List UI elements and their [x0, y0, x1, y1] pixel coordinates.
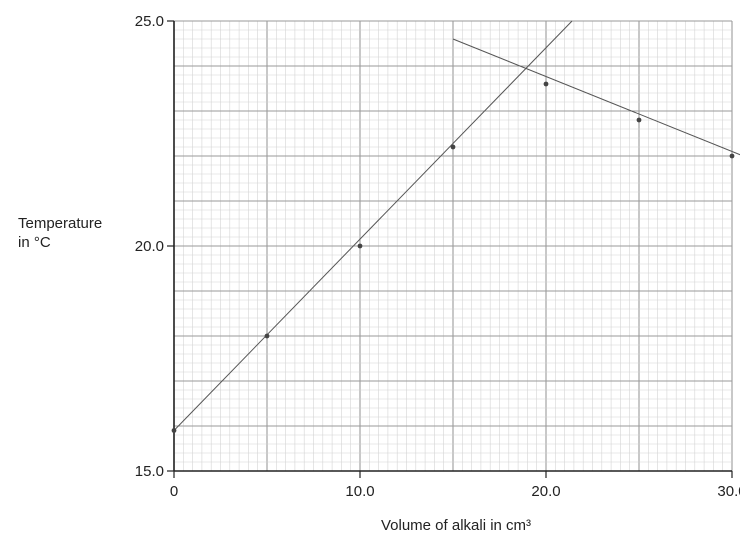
data-point	[357, 243, 363, 249]
x-tick-label: 20.0	[531, 483, 560, 500]
data-point	[636, 117, 642, 123]
chart-ticks: 0 10.0 20.0 30.0 15.0 20.0 25.0	[135, 13, 740, 500]
data-point	[171, 428, 177, 433]
x-axis-label-wrap: Volume of alkali in cm³	[0, 517, 740, 534]
y-tick-label: 15.0	[135, 463, 164, 480]
y-axis-label-line-2: in °C	[18, 234, 51, 251]
y-axis-label: Temperature in °C	[18, 214, 102, 252]
y-tick-label: 20.0	[135, 238, 164, 255]
data-point	[450, 144, 456, 150]
data-point	[543, 81, 549, 87]
y-tick-label: 25.0	[135, 13, 164, 30]
x-axis-label: Volume of alkali in cm³	[380, 517, 532, 534]
rising-trend-line	[173, 20, 573, 431]
x-tick-label: 10.0	[345, 483, 374, 500]
best-fit-lines	[173, 20, 740, 431]
data-points	[171, 81, 735, 433]
data-point	[264, 333, 270, 339]
x-tick-label: 30.0	[717, 483, 740, 500]
data-point	[729, 153, 735, 159]
chart-grid	[173, 20, 733, 472]
y-axis-label-line-1: Temperature	[18, 215, 103, 232]
x-tick-label: 0	[170, 483, 178, 500]
falling-trend-line	[452, 38, 740, 156]
